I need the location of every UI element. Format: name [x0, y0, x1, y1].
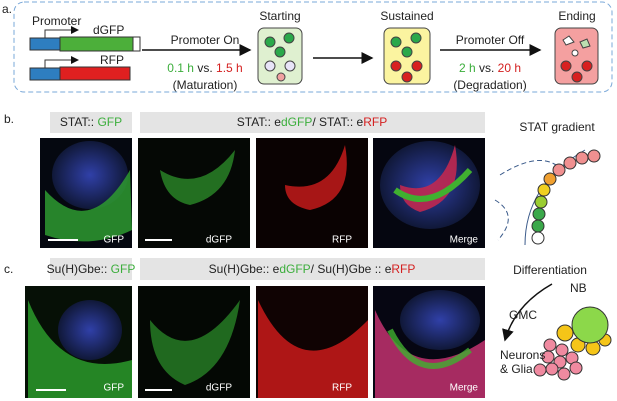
header-part: GFP: [97, 115, 122, 129]
promoter-label: Promoter: [32, 14, 81, 28]
image-label: dGFP: [206, 235, 232, 246]
header-part: Su(H)Gbe:: e: [209, 262, 280, 276]
fast: 2 h: [459, 61, 476, 75]
image-label: RFP: [332, 383, 352, 394]
header-box: [140, 112, 485, 133]
slow: 20 h: [498, 61, 521, 75]
note: (Maturation): [173, 78, 238, 92]
cells: [257, 27, 599, 85]
header-part: RFP: [391, 262, 415, 276]
maturation-times: 0.1 h vs. 1.5 h: [167, 61, 242, 75]
image-label: GFP: [103, 383, 124, 394]
arrows: [142, 44, 542, 64]
cell-label: GMC: [509, 308, 537, 322]
side-title: STAT gradient: [519, 120, 595, 134]
header-part: STAT:: e: [237, 115, 282, 129]
side-title: Differentiation: [513, 263, 587, 277]
image-label: Merge: [450, 235, 479, 246]
header-box: [140, 258, 485, 280]
header: Su(H)Gbe:: edGFP/ Su(H)Gbe :: eRFP: [209, 262, 416, 276]
panel-a-box: [13, 1, 613, 93]
header-part: Su(H)Gbe::: [47, 262, 111, 276]
panel-label: c.: [4, 262, 13, 276]
degradation-times: 2 h vs. 20 h: [459, 61, 521, 75]
note: (Degradation): [453, 78, 526, 92]
header-part: / Su(H)Gbe :: e: [311, 262, 392, 276]
stat-gradient-diagram: [494, 149, 601, 246]
promoter-on: Promoter On: [171, 33, 240, 47]
state-label: Starting: [259, 9, 300, 23]
header: Su(H)Gbe:: GFP: [47, 262, 136, 276]
micrographs-c: [25, 286, 485, 398]
image-label: RFP: [332, 235, 352, 246]
header: STAT:: GFP: [60, 115, 122, 129]
promoter-off: Promoter Off: [456, 33, 525, 47]
header-part: GFP: [111, 262, 136, 276]
panel-label: b.: [4, 112, 14, 126]
image-label: Merge: [450, 383, 479, 394]
header: STAT:: edGFP/ STAT:: eRFP: [237, 115, 387, 129]
vs: vs.: [197, 61, 212, 75]
rfp-label: RFP: [100, 53, 124, 67]
cell-label: NB: [570, 281, 587, 295]
panel-label: a.: [2, 2, 12, 16]
fast: 0.1 h: [167, 61, 194, 75]
cell-label: Neurons: [500, 348, 545, 362]
state-label: Ending: [558, 9, 595, 23]
slow: 1.5 h: [216, 61, 243, 75]
constructs: [29, 26, 141, 81]
header-box: [50, 112, 132, 133]
header-part: dGFP: [281, 115, 312, 129]
header-part: dGFP: [279, 262, 310, 276]
header-part: RFP: [363, 115, 387, 129]
vs: vs.: [479, 61, 494, 75]
header-box: [50, 258, 132, 280]
differentiation-diagram: [502, 283, 612, 381]
state-label: Sustained: [380, 9, 433, 23]
image-label: dGFP: [206, 383, 232, 394]
header-part: STAT::: [60, 115, 98, 129]
image-label: GFP: [103, 235, 124, 246]
header-part: / STAT:: e: [312, 115, 363, 129]
cell-label: & Glia: [500, 362, 533, 376]
micrographs-b: [40, 138, 485, 248]
dgfp-label: dGFP: [93, 23, 124, 37]
